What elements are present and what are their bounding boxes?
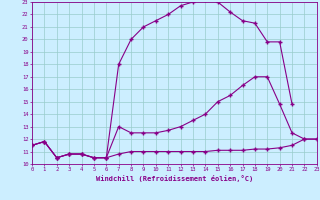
X-axis label: Windchill (Refroidissement éolien,°C): Windchill (Refroidissement éolien,°C) [96, 175, 253, 182]
